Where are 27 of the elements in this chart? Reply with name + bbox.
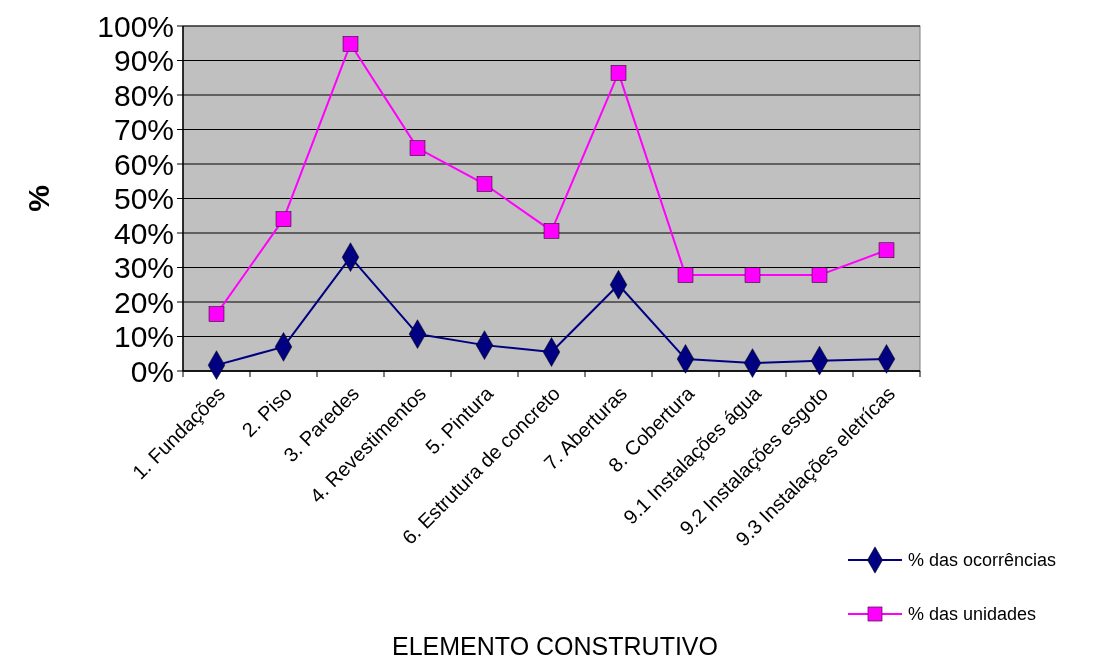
y-tick-label: 30%: [113, 251, 174, 284]
point: [476, 176, 493, 192]
y-tick-label: 60%: [113, 147, 174, 181]
point: [744, 267, 761, 283]
y-tick-label: 100%: [97, 9, 174, 43]
point: [208, 306, 225, 322]
y-tick-label: 0%: [130, 354, 174, 388]
y-tick-label: 10%: [113, 320, 174, 353]
point: [409, 140, 426, 156]
y-tick-label: 90%: [113, 44, 174, 77]
point: [811, 267, 828, 283]
y-axis-title: %: [21, 185, 55, 212]
x-tick-label: 2. Piso: [237, 382, 297, 441]
y-tick-label: 50%: [113, 182, 174, 215]
point: [543, 223, 560, 239]
y-tick-label: 20%: [113, 285, 174, 319]
point: [275, 211, 292, 227]
point: [878, 242, 895, 258]
y-tick-label: 40%: [113, 216, 174, 250]
x-axis-title: ELEMENTO CONSTRUTIVO: [392, 632, 718, 660]
y-tick-label: 80%: [113, 78, 174, 112]
legend-label: % das ocorrências: [908, 550, 1057, 571]
point: [677, 267, 694, 283]
point: [342, 36, 359, 52]
point: [610, 65, 627, 81]
legend-label: % das unidades: [908, 604, 1037, 625]
y-tick-label: 70%: [113, 113, 174, 146]
